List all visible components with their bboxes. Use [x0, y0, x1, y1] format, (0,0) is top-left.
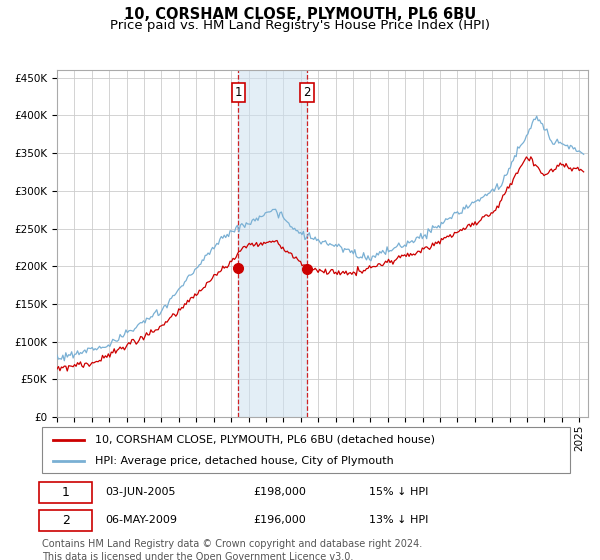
- FancyBboxPatch shape: [40, 482, 92, 503]
- Text: 15% ↓ HPI: 15% ↓ HPI: [370, 487, 429, 497]
- FancyBboxPatch shape: [40, 510, 92, 531]
- Text: 1: 1: [235, 86, 242, 99]
- Text: £196,000: £196,000: [253, 515, 306, 525]
- Text: 10, CORSHAM CLOSE, PLYMOUTH, PL6 6BU: 10, CORSHAM CLOSE, PLYMOUTH, PL6 6BU: [124, 7, 476, 22]
- Text: Price paid vs. HM Land Registry's House Price Index (HPI): Price paid vs. HM Land Registry's House …: [110, 19, 490, 32]
- Text: 13% ↓ HPI: 13% ↓ HPI: [370, 515, 429, 525]
- Bar: [238, 70, 307, 417]
- Text: £198,000: £198,000: [253, 487, 306, 497]
- Text: Contains HM Land Registry data © Crown copyright and database right 2024.
This d: Contains HM Land Registry data © Crown c…: [42, 539, 422, 560]
- Text: HPI: Average price, detached house, City of Plymouth: HPI: Average price, detached house, City…: [95, 456, 394, 466]
- Text: 03-JUN-2005: 03-JUN-2005: [106, 487, 176, 497]
- Text: 06-MAY-2009: 06-MAY-2009: [106, 515, 178, 525]
- FancyBboxPatch shape: [42, 427, 570, 473]
- Text: 1: 1: [62, 486, 70, 499]
- Text: 2: 2: [62, 514, 70, 527]
- Text: 10, CORSHAM CLOSE, PLYMOUTH, PL6 6BU (detached house): 10, CORSHAM CLOSE, PLYMOUTH, PL6 6BU (de…: [95, 435, 435, 445]
- Text: 2: 2: [303, 86, 311, 99]
